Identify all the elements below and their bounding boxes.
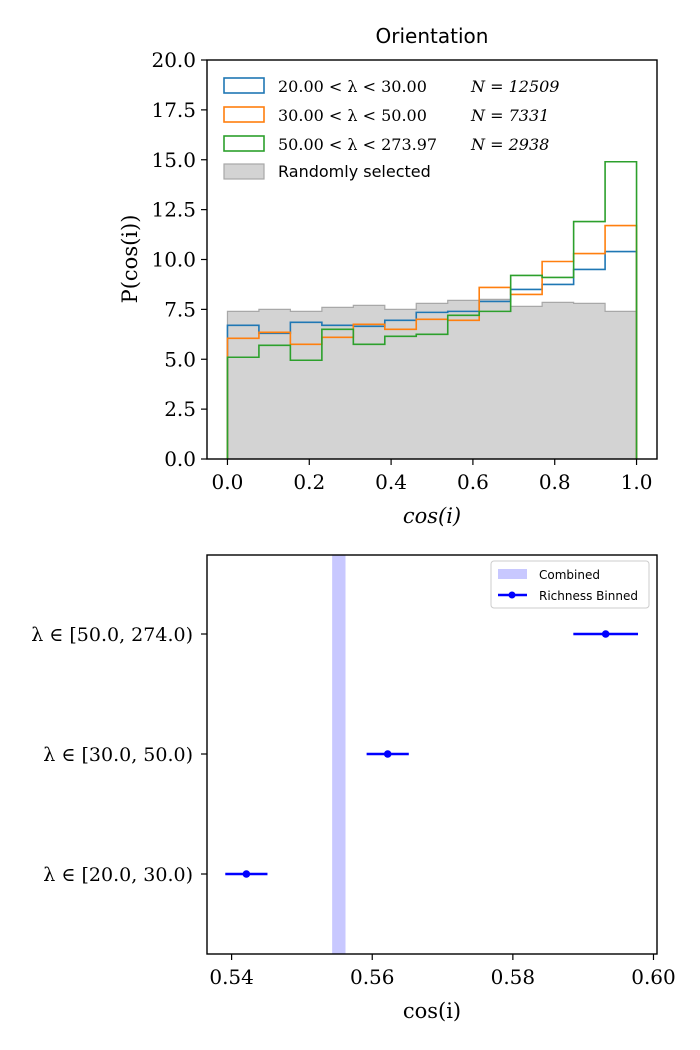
histogram-x-tick-label: 0.2 xyxy=(293,470,325,494)
histogram-y-tick-label: 17.5 xyxy=(151,98,196,122)
random-selected-area xyxy=(226,298,638,460)
legend-label-series-3: 50.00 < λ < 273.97 xyxy=(278,135,437,154)
legend-n-series-3: N = 2938 xyxy=(470,135,549,154)
histogram-x-ticks: 0.0 0.2 0.4 0.6 0.8 1.0 xyxy=(212,459,653,494)
legend-marker-binned xyxy=(508,591,516,599)
legend-label-series-2: 30.00 < λ < 50.00 xyxy=(278,106,427,125)
histogram-y-tick-label: 0.0 xyxy=(164,447,196,471)
legend-swatch-series-1 xyxy=(223,77,265,94)
histogram-legend: 20.00 < λ < 30.00 N = 12509 30.00 < λ < … xyxy=(223,77,559,181)
errorbar-x-tick-label: 0.58 xyxy=(491,965,536,989)
legend-entry-random: Randomly selected xyxy=(223,162,431,181)
errorbar-x-ticks: 0.54 0.56 0.58 0.60 xyxy=(209,954,676,989)
histogram-x-tick-label: 0.0 xyxy=(212,470,244,494)
legend-label-series-1: 20.00 < λ < 30.00 xyxy=(278,77,427,96)
histogram-y-tick-label: 12.5 xyxy=(151,198,196,222)
legend-swatch-combined xyxy=(498,569,527,579)
legend-label-combined: Combined xyxy=(539,568,600,582)
histogram-y-tick-label: 5.0 xyxy=(164,347,196,371)
errorbar-y-tick-label: λ ∈ [20.0, 30.0) xyxy=(43,864,193,886)
legend-entry-series-1: 20.00 < λ < 30.00 N = 12509 xyxy=(223,77,559,96)
legend-entry-series-2: 30.00 < λ < 50.00 N = 7331 xyxy=(223,106,549,125)
errorbar-legend-frame xyxy=(490,560,650,609)
legend-swatch-random xyxy=(223,163,265,180)
richness-binned-point xyxy=(383,750,392,758)
richness-binned-point xyxy=(601,630,610,638)
errorbar-x-tick-label: 0.56 xyxy=(350,965,395,989)
histogram-y-ticks: 0.0 2.5 5.0 7.5 10.0 12.5 15.0 17.5 20.0 xyxy=(151,48,207,471)
legend-entry-series-3: 50.00 < λ < 273.97 N = 2938 xyxy=(223,135,549,154)
histogram-x-label: cos(i) xyxy=(403,504,461,528)
legend-swatch-series-2 xyxy=(223,106,265,123)
histogram-y-tick-label: 20.0 xyxy=(151,48,196,72)
richness-binned-points xyxy=(225,630,639,878)
errorbar-y-tick-label: λ ∈ [30.0, 50.0) xyxy=(43,744,193,766)
histogram-y-tick-label: 2.5 xyxy=(164,397,196,421)
histogram-x-tick-label: 0.8 xyxy=(539,470,571,494)
histogram-y-tick-label: 10.0 xyxy=(151,248,196,272)
errorbar-x-tick-label: 0.54 xyxy=(209,965,254,989)
legend-n-series-2: N = 7331 xyxy=(470,106,549,125)
legend-swatch-series-3 xyxy=(223,135,265,152)
histogram-y-tick-label: 7.5 xyxy=(164,297,196,321)
histogram-panel: Orientation 0.0 0.2 0.4 0.6 0.8 1.0 0.0 2.5 5.0… xyxy=(118,24,658,528)
histogram-title: Orientation xyxy=(376,24,489,48)
errorbar-legend: Combined Richness Binned xyxy=(490,560,650,609)
histogram-x-tick-label: 0.6 xyxy=(457,470,489,494)
errorbar-x-label: cos(i) xyxy=(403,999,461,1023)
errorbar-axes-frame xyxy=(206,554,658,955)
legend-label-binned: Richness Binned xyxy=(539,589,638,603)
legend-label-random: Randomly selected xyxy=(278,162,431,181)
histogram-x-tick-label: 0.4 xyxy=(375,470,407,494)
legend-n-series-1: N = 12509 xyxy=(470,77,559,96)
errorbar-x-tick-label: 0.60 xyxy=(631,965,676,989)
random-selected-fill xyxy=(226,298,638,460)
histogram-series-3 xyxy=(226,160,638,459)
histogram-series xyxy=(226,160,638,459)
histogram-x-tick-label: 1.0 xyxy=(621,470,653,494)
histogram-y-label: P(cos(i)) xyxy=(118,215,142,304)
errorbar-y-tick-label: λ ∈ [50.0, 274.0) xyxy=(31,624,193,646)
richness-binned-point xyxy=(242,870,251,878)
histogram-y-tick-label: 15.0 xyxy=(151,148,196,172)
errorbar-panel: 0.54 0.56 0.58 0.60 λ ∈ [20.0, 30.0) λ ∈ [30… xyxy=(31,554,676,1023)
errorbar-y-ticks: λ ∈ [20.0, 30.0) λ ∈ [30.0, 50.0) λ ∈ [50.… xyxy=(31,624,207,886)
combined-band xyxy=(332,555,346,954)
